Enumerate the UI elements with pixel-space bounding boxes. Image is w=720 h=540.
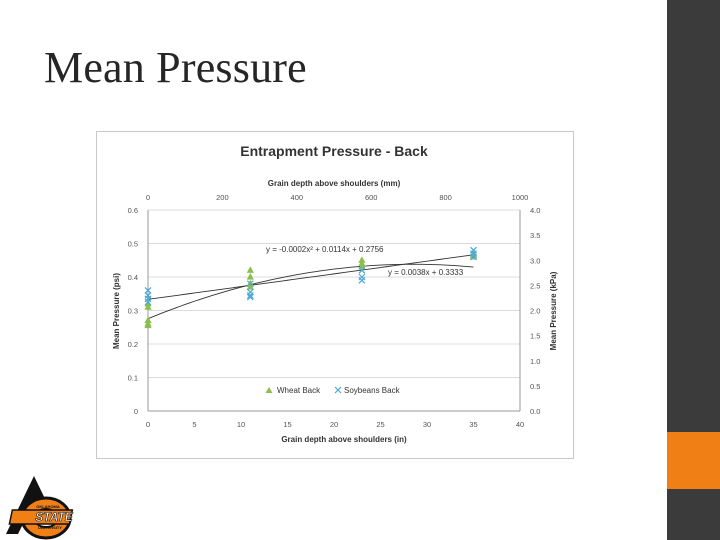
- trendline-linear: [147, 254, 474, 300]
- legend-soybeans-label: Soybeans Back: [344, 386, 401, 395]
- x-tick-label-8: 40: [516, 420, 524, 429]
- wheat-point-5: [246, 266, 254, 273]
- wheat-point-2: [144, 321, 152, 329]
- y2-tick-label-6: 3.0: [530, 256, 540, 265]
- trendline-polynomial: [147, 263, 474, 320]
- wheat-point-9: [358, 256, 366, 263]
- y2-tick-label-3: 1.5: [530, 332, 540, 341]
- osu-logo: STATE OKLAHOMA UNIVERSITY: [6, 476, 74, 540]
- x-tick-label-1: 5: [192, 420, 196, 429]
- wheat-point-3: [144, 303, 152, 310]
- legend-soybeans-marker: [334, 386, 342, 394]
- soybeans-point-10: [358, 276, 366, 284]
- axes: [147, 210, 521, 412]
- soybeans-point-8: [358, 266, 366, 274]
- x-tick-label-5: 25: [376, 420, 384, 429]
- soybeans-point-6: [246, 292, 254, 299]
- soybeans-point-13: [470, 253, 477, 261]
- y2-tick-label-5: 2.5: [530, 281, 540, 290]
- legend-wheat-marker: [265, 387, 273, 393]
- data-points: [144, 246, 478, 329]
- logo-banner: [8, 509, 74, 525]
- soybeans-point-3: [144, 298, 152, 306]
- y2-tick-label-7: 3.5: [530, 231, 540, 240]
- chart-frame: [96, 131, 574, 459]
- y-tick-label-4: 0.4: [128, 273, 138, 282]
- x-tick-label-2: 10: [237, 420, 245, 429]
- y2-tick-label-8: 4.0: [530, 206, 540, 215]
- trendline-linear-equation: y = 0.0038x + 0.3333: [388, 268, 464, 277]
- orange-accent-block: [667, 432, 720, 489]
- legend-wheat-label: Wheat Back: [277, 386, 321, 395]
- logo-top-text: OKLAHOMA: [36, 504, 60, 509]
- wheat-point-6: [246, 273, 254, 280]
- x-tick-label-7: 35: [469, 420, 477, 429]
- gridlines: [148, 209, 520, 412]
- soybeans-point-7: [246, 293, 254, 301]
- x2-tick-label-2: 400: [291, 193, 304, 202]
- y2-tick-label-2: 1.0: [530, 357, 540, 366]
- y-tick-label-5: 0.5: [128, 240, 138, 249]
- y-tick-label-0: 0: [134, 407, 138, 416]
- x-tick-label-6: 30: [423, 420, 431, 429]
- y-tick-label-2: 0.2: [128, 340, 138, 349]
- logo-bottom-text: UNIVERSITY: [38, 525, 62, 530]
- y-tick-label-1: 0.1: [128, 374, 138, 383]
- wheat-point-8: [246, 283, 254, 290]
- trendline-poly-equation: y = -0.0002x² + 0.0114x + 0.2756: [266, 245, 384, 254]
- x2-tick-label-0: 0: [146, 193, 150, 202]
- x2-tick-label-5: 1000: [512, 193, 529, 202]
- y-tick-label-6: 0.6: [128, 206, 138, 215]
- legend: Wheat Back Soybeans Back: [265, 386, 401, 395]
- soybeans-point-0: [144, 286, 152, 294]
- y-tick-label-3: 0.3: [128, 307, 138, 316]
- logo-state-text: STATE: [35, 510, 74, 524]
- x-tick-label-3: 15: [283, 420, 291, 429]
- soybeans-point-4: [246, 280, 254, 288]
- x2-axis-label: Grain depth above shoulders (mm): [268, 179, 401, 188]
- x-tick-label-0: 0: [146, 420, 150, 429]
- x2-tick-label-1: 200: [216, 193, 229, 202]
- y2-axis-label: Mean Pressure (kPa): [549, 271, 558, 350]
- wheat-point-1: [144, 316, 152, 324]
- x2-tick-label-4: 800: [439, 193, 452, 202]
- wheat-point-10: [358, 259, 366, 267]
- y2-tick-label-0: 0.0: [530, 407, 540, 416]
- y2-tick-label-1: 0.5: [530, 382, 540, 391]
- entrapment-pressure-chart: Entrapment Pressure - Back Grain depth a…: [112, 143, 558, 444]
- trendlines: [147, 254, 474, 320]
- y2-tick-label-4: 2.0: [530, 307, 540, 316]
- y-axis-label: Mean Pressure (psi): [112, 273, 121, 349]
- x-axis-label: Grain depth above shoulders (in): [281, 435, 407, 444]
- chart-title: Entrapment Pressure - Back: [240, 143, 428, 159]
- x2-tick-label-3: 600: [365, 193, 378, 202]
- tick-labels: 00.10.20.30.40.50.60 5 10 15 20 25 30 35 400 200 4…: [128, 193, 541, 429]
- x-tick-label-4: 20: [330, 420, 338, 429]
- slide-title: Mean Pressure: [44, 43, 307, 92]
